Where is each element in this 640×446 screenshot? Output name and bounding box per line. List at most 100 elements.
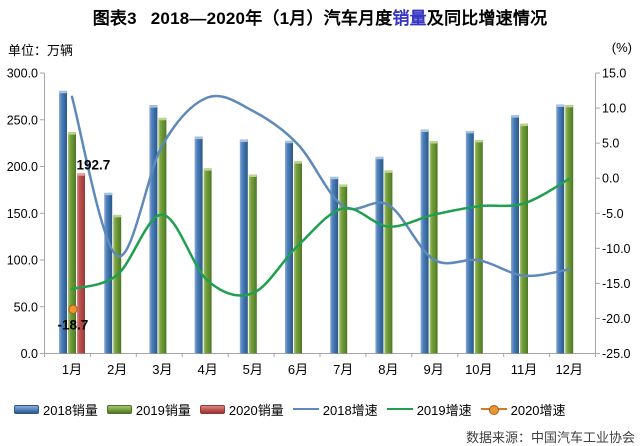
bar-2018销量-8月 [375,156,384,354]
bar-cap [384,170,393,173]
bar-2018销量-6月 [285,140,293,354]
bar-2020销量-1月 [77,173,85,354]
legend-label: 2019销量 [135,402,191,418]
bars-group [59,90,574,354]
legend-item-2019销量: 2019销量 [106,400,191,419]
bar-cap [104,192,113,196]
left-axis-tick-label: 50.0 [14,300,38,314]
legend-item-2020销量: 2020销量 [199,400,284,419]
legend-label: 2018销量 [43,402,98,418]
legend-item-2019增速: 2019增速 [386,400,472,419]
bar-cap [194,136,203,140]
legend-item-2018增速: 2018增速 [292,400,378,419]
x-axis-label-8月: 8月 [378,362,398,377]
chart-legend: 2018销量 2019销量 2020销量 2018增速 2019增速 2020增速 [14,399,626,419]
bar-cap [520,123,528,127]
bar-cap [77,173,85,176]
bar-cap [239,139,248,142]
title-text-pre: 2018—2020年（1月）汽车月度 [150,9,393,28]
data-source: 数据来源：中国汽车工业协会 [465,430,635,445]
marker-2020增速 [68,304,78,315]
bar-cap [248,174,257,178]
annotation-192.7: 192.7 [77,157,111,172]
right-axis-tick-label: 15.0 [602,67,626,81]
left-axis-tick-label: 100.0 [7,254,38,268]
bar-2018销量-5月 [239,139,248,354]
right-axis-tick-label: -10.0 [602,242,631,256]
legend-label: 2018增速 [322,402,378,418]
legend-swatch-line [480,404,507,415]
axes [40,72,600,357]
x-axis-label-5月: 5月 [243,362,263,377]
bar-cap [294,161,302,164]
bar-2018销量-7月 [330,176,339,354]
right-axis-tick-label: 10.0 [602,102,626,116]
right-axis-tick-label: -20.0 [602,312,631,326]
bar-cap [375,156,384,160]
bar-cap [149,105,158,108]
bar-cap [465,130,474,134]
bar-2019销量-7月 [339,184,348,354]
legend-item-2020增速: 2020增速 [480,400,566,419]
bar-cap [203,168,212,171]
x-axis-label-3月: 3月 [152,362,172,377]
bar-2018销量-10月 [465,130,474,354]
bar-2019销量-9月 [429,141,438,354]
annotation--18.7: -18.7 [58,317,89,332]
bar-cap [511,115,519,118]
bar-cap [565,104,574,108]
x-axis-label-9月: 9月 [423,362,443,377]
bar-2019销量-10月 [474,139,483,354]
x-axis-label-7月: 7月 [333,362,353,377]
bar-2019销量-12月 [565,104,574,354]
left-axis-tick-label: 250.0 [7,113,38,127]
right-axis-tick-label: -25.0 [602,347,631,361]
legend-label: 2020销量 [228,402,284,418]
legend-swatch-line [292,407,319,411]
bar-2019销量-6月 [294,161,302,354]
bar-2019销量-4月 [203,168,212,354]
bar-2018销量-4月 [194,136,203,354]
bar-2018销量-2月 [104,192,113,354]
title-text-post: 及同比增速情况 [426,9,548,28]
legend-label: 2020增速 [510,402,566,418]
bar-cap [158,117,167,121]
bar-cap [474,139,483,143]
legend-swatch-bar [199,404,225,414]
bar-cap [285,140,293,144]
bar-2018销量-12月 [556,104,565,354]
bar-cap [429,141,438,144]
left-axis-unit-label: 单位：万辆 [8,43,74,58]
legend-swatch-bar [14,404,39,414]
left-axis-tick-label: 200.0 [7,160,38,174]
line-2019增速 [70,177,571,297]
legend-label: 2019增速 [416,402,472,418]
right-axis-tick-label: 5.0 [602,137,619,151]
legend-swatch-marker [489,404,500,415]
bar-cap [420,129,429,133]
x-axis-label-4月: 4月 [197,362,217,377]
bar-2019销量-2月 [113,214,122,354]
bar-2018销量-1月 [59,90,67,354]
x-axis-label-12月: 12月 [555,362,582,377]
title-figure-tag: 图表3 [92,9,137,28]
title-highlight: 销量 [392,9,427,28]
right-axis-tick-label: -15.0 [602,277,631,291]
x-axis-label-1月: 1月 [62,362,82,377]
left-axis-tick-label: 150.0 [7,207,38,221]
bar-2019销量-11月 [520,123,528,354]
right-axis-tick-label: 0.0 [602,172,619,186]
right-axis-tick-label: -5.0 [602,207,624,221]
bar-cap [556,104,565,108]
left-axis-tick-label: 300.0 [7,67,38,81]
legend-item-2018销量: 2018销量 [14,400,98,419]
bar-cap [330,176,339,180]
chart-title: 图表3 2018—2020年（1月）汽车月度销量及同比增速情况 [0,4,640,29]
bar-2019销量-5月 [248,174,257,354]
bar-cap [68,132,76,135]
legend-swatch-bar [106,404,132,414]
x-axis-label-10月: 10月 [465,362,492,377]
bar-2019销量-8月 [384,170,393,354]
